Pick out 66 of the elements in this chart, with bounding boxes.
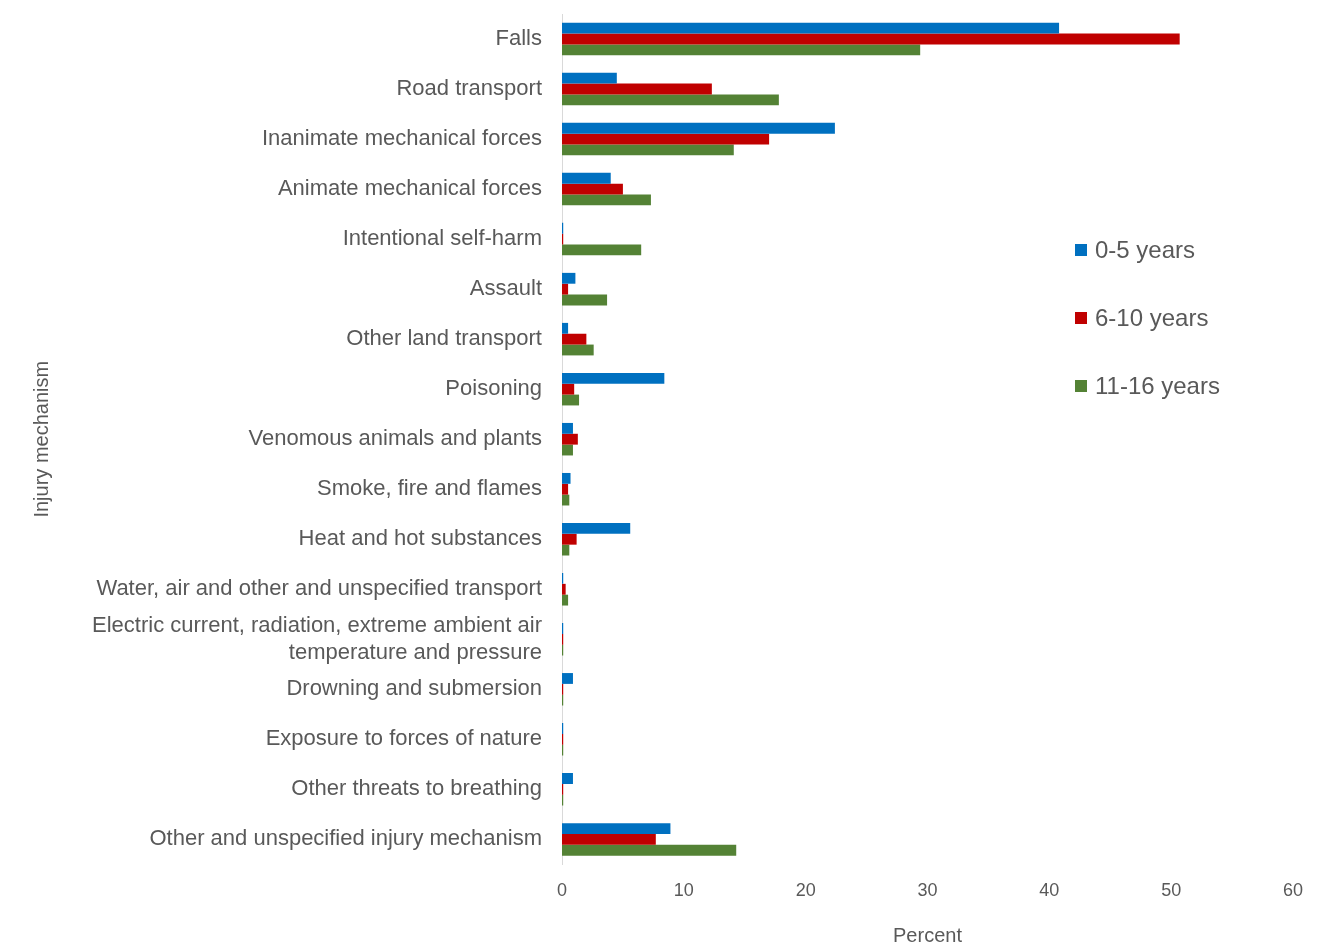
y-tick-label: Other land transport (346, 325, 542, 351)
bar (562, 183, 623, 195)
bar (562, 583, 566, 595)
x-axis-title: Percent (893, 923, 963, 946)
bar (562, 823, 671, 834)
bar (562, 344, 594, 356)
y-tick-label: Poisoning (445, 375, 542, 401)
bar (562, 194, 651, 206)
y-tick-label: Exposure to forces of nature (265, 725, 542, 751)
bar (562, 333, 587, 345)
bar (562, 22, 1060, 34)
bar (562, 433, 578, 445)
legend-label: 6-10 years (1095, 304, 1209, 332)
bar (562, 472, 571, 484)
y-tick-label: Assault (469, 275, 542, 301)
y-tick-label: Drowning and submersion (286, 675, 542, 701)
y-tick-label: Inanimate mechanical forces (261, 125, 542, 151)
bar (562, 283, 569, 295)
bar (562, 394, 580, 406)
bar (562, 272, 576, 284)
y-tick-label: Heat and hot substances (298, 525, 542, 551)
bar (562, 172, 611, 184)
y-tick-label: Venomous animals and plants (248, 425, 542, 451)
y-tick-label: Animate mechanical forces (277, 175, 542, 201)
x-tick-label: 40 (1039, 880, 1060, 901)
legend-label: 11-16 years (1095, 372, 1220, 400)
bar (562, 522, 631, 534)
bar (562, 294, 608, 306)
bar (562, 83, 712, 95)
y-axis-title: Injury mechanism (29, 360, 52, 518)
bar (562, 483, 569, 495)
x-tick-label: 0 (556, 880, 568, 901)
x-tick-label: 10 (673, 880, 694, 901)
bar (562, 422, 573, 434)
bar (562, 144, 734, 156)
bar (562, 72, 617, 84)
bar (562, 833, 656, 845)
y-tick-label: Other and unspecified injury mechanism (149, 825, 542, 851)
y-tick-label: Water, air and other and unspecified transport (96, 575, 542, 601)
bar (562, 594, 569, 606)
y-tick-label: Road transport (396, 75, 542, 101)
y-tick-label: Other threats to breathing (291, 775, 542, 801)
x-tick-label: 30 (917, 880, 938, 901)
bar (562, 844, 737, 856)
bar (562, 773, 573, 784)
bar (562, 544, 570, 556)
bar (562, 122, 835, 134)
bar (562, 244, 642, 256)
bar (562, 383, 575, 395)
x-tick-label: 50 (1161, 880, 1182, 901)
bar (562, 533, 577, 545)
bar (562, 372, 665, 384)
y-tick-label: Electric current, radiation, extreme ambient air temperature and pressure (92, 612, 542, 664)
bar (562, 44, 921, 56)
bar (562, 133, 770, 145)
legend-label: 0-5 years (1095, 236, 1196, 264)
bar (562, 33, 1180, 45)
y-tick-label: Falls (495, 25, 542, 51)
x-tick-label: 20 (795, 880, 816, 901)
bar (562, 673, 573, 684)
x-tick-label: 60 (1282, 880, 1303, 901)
y-tick-label: Smoke, fire and flames (317, 475, 542, 501)
bar (562, 94, 779, 106)
y-tick-label: Intentional self-harm (342, 225, 542, 251)
bar (562, 322, 569, 334)
bar (562, 444, 573, 456)
